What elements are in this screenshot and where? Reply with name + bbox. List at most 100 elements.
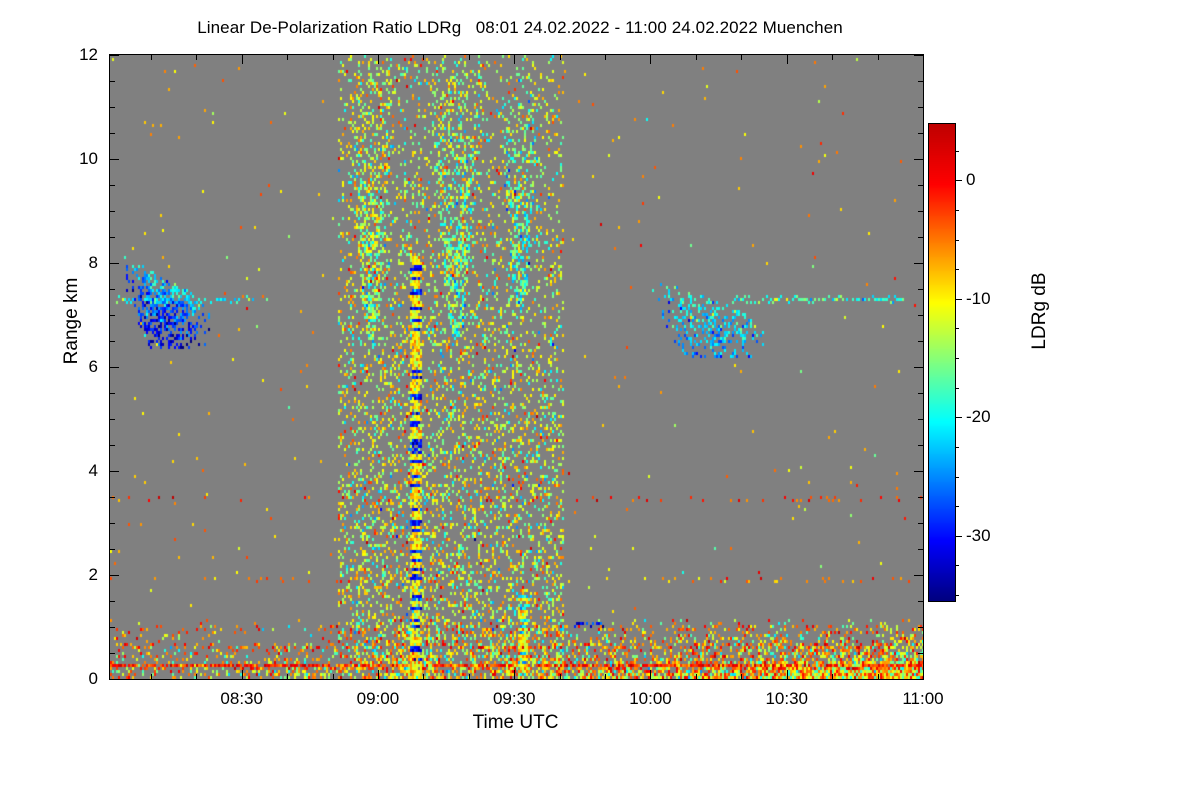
x-tick-minor-top xyxy=(695,55,697,60)
y-tick-minor xyxy=(110,393,115,394)
y-tick-minor-right xyxy=(918,393,923,394)
y-tick-label: 0 xyxy=(88,669,98,688)
x-tick-minor xyxy=(196,674,198,679)
y-tick-mark-right xyxy=(914,575,923,576)
y-tick-minor xyxy=(110,237,115,238)
colorbar-tick-minor xyxy=(955,476,959,478)
page-title: Linear De-Polarization Ratio LDRg 08:01 … xyxy=(197,18,843,37)
y-tick-minor-right xyxy=(918,549,923,550)
y-tick-minor-right xyxy=(918,133,923,134)
y-tick-mark xyxy=(110,159,119,160)
y-tick-minor-right xyxy=(918,315,923,316)
y-tick-minor xyxy=(110,107,115,108)
x-tick-minor-top xyxy=(150,55,152,60)
y-tick-minor-right xyxy=(918,211,923,212)
x-tick-minor-top xyxy=(559,55,561,60)
y-tick-minor xyxy=(110,601,115,602)
x-tick-minor xyxy=(559,674,561,679)
y-tick-minor-right xyxy=(918,185,923,186)
plot-area[interactable] xyxy=(109,54,924,680)
x-tick-minor-top xyxy=(196,55,198,60)
y-tick-minor xyxy=(110,419,115,420)
y-tick-mark-right xyxy=(914,367,923,368)
y-tick-minor-right xyxy=(918,653,923,654)
y-tick-minor xyxy=(110,445,115,446)
y-tick-mark xyxy=(110,679,119,680)
y-tick-minor-right xyxy=(918,601,923,602)
x-tick-minor xyxy=(605,674,607,679)
y-tick-minor xyxy=(110,341,115,342)
y-tick-minor-right xyxy=(918,81,923,82)
y-tick-mark xyxy=(110,263,119,264)
x-tick-mark xyxy=(241,670,243,679)
colorbar-tick-label: 0 xyxy=(966,170,976,190)
y-tick-minor xyxy=(110,211,115,212)
colorbar-tick-minor xyxy=(955,446,959,448)
x-tick-label: 11:00 xyxy=(902,689,944,708)
y-tick-minor xyxy=(110,185,115,186)
colorbar-tick-minor xyxy=(955,209,959,211)
colorbar-tick-minor xyxy=(955,565,959,567)
x-tick-mark xyxy=(514,670,516,679)
colorbar-tick-label: -10 xyxy=(966,288,991,308)
x-tick-mark xyxy=(650,670,652,679)
colorbar-tick-minor xyxy=(955,595,959,597)
y-tick-minor xyxy=(110,653,115,654)
y-tick-minor-right xyxy=(918,445,923,446)
y-tick-minor-right xyxy=(918,107,923,108)
x-tick-minor-top xyxy=(468,55,470,60)
x-tick-minor-top xyxy=(877,55,879,60)
y-tick-mark-right xyxy=(914,471,923,472)
colorbar-tick-mark xyxy=(955,298,962,300)
x-tick-minor xyxy=(877,674,879,679)
x-tick-minor-top xyxy=(423,55,425,60)
colorbar-label: LDRg dB xyxy=(1029,272,1050,350)
x-tick-minor xyxy=(741,674,743,679)
y-tick-mark xyxy=(110,55,119,56)
x-tick-mark-top xyxy=(514,55,516,64)
x-tick-minor xyxy=(150,674,152,679)
y-tick-minor-right xyxy=(918,523,923,524)
colorbar-tick-mark xyxy=(955,535,962,537)
y-tick-minor xyxy=(110,549,115,550)
y-tick-minor xyxy=(110,497,115,498)
x-tick-minor-top xyxy=(741,55,743,60)
x-tick-minor xyxy=(423,674,425,679)
colorbar-tick-mark xyxy=(955,180,962,182)
colorbar-tick-minor xyxy=(955,269,959,271)
y-tick-mark xyxy=(110,471,119,472)
x-tick-mark-top xyxy=(786,55,788,64)
x-tick-label: 09:30 xyxy=(492,689,536,708)
y-tick-mark-right xyxy=(914,263,923,264)
y-tick-mark xyxy=(110,367,119,368)
y-tick-minor-right xyxy=(918,289,923,290)
x-tick-mark-top xyxy=(923,55,924,64)
y-tick-label: 12 xyxy=(79,45,98,64)
y-tick-minor xyxy=(110,81,115,82)
y-tick-minor-right xyxy=(918,341,923,342)
x-tick-mark-top xyxy=(241,55,243,64)
colorbar-tick-minor xyxy=(955,358,959,360)
colorbar-tick-minor xyxy=(955,239,959,241)
colorbar-tick-minor xyxy=(955,150,959,152)
x-tick-label: 10:00 xyxy=(629,689,672,708)
ldr-heatmap-canvas[interactable] xyxy=(110,55,923,679)
y-tick-label: 8 xyxy=(88,253,98,272)
y-tick-minor xyxy=(110,315,115,316)
colorbar-tick-minor xyxy=(955,328,959,330)
x-tick-minor-top xyxy=(332,55,334,60)
x-tick-minor xyxy=(832,674,834,679)
x-tick-label: 09:00 xyxy=(356,689,400,708)
x-tick-minor xyxy=(287,674,289,679)
y-tick-label: 6 xyxy=(88,357,98,376)
y-tick-minor xyxy=(110,627,115,628)
y-tick-minor xyxy=(110,133,115,134)
x-tick-label: 08:30 xyxy=(220,689,263,708)
x-tick-mark xyxy=(923,670,924,679)
colorbar-gradient xyxy=(929,124,955,601)
colorbar[interactable] xyxy=(928,123,956,602)
x-tick-minor-top xyxy=(287,55,289,60)
colorbar-tick-minor xyxy=(955,506,959,508)
y-tick-minor-right xyxy=(918,497,923,498)
